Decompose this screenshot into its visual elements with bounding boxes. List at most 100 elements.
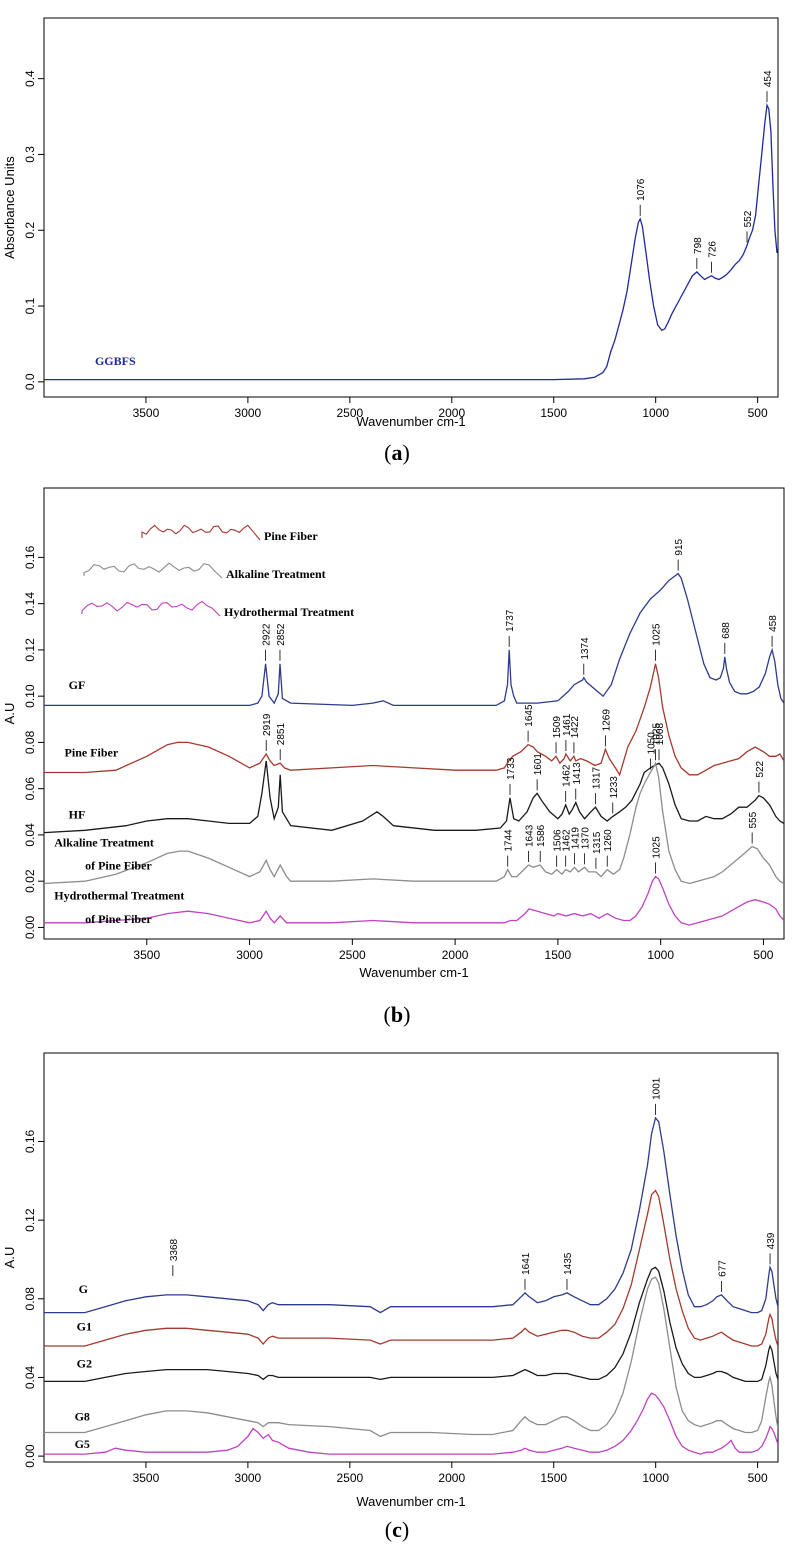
x-axis-label: Wavenumber cm-1: [359, 965, 468, 980]
peak-label: 552: [743, 210, 754, 227]
series-label: G2: [77, 1357, 92, 1371]
peak-label: 1461: [562, 713, 573, 736]
legend-swatch: [141, 524, 261, 541]
panel-c: 3500 3000 2500 2000 1500 1000 500 0.00 0.04 0.08 0…: [0, 1040, 794, 1557]
peak-label: 555: [748, 811, 759, 828]
peak-label: 1370: [581, 827, 592, 850]
peak-label: 1050: [646, 732, 657, 755]
peak-label: 1233: [609, 776, 620, 799]
legend-swatch: [81, 600, 221, 617]
peak-label: 677: [718, 1260, 729, 1277]
x-tick-label: 1500: [545, 948, 572, 962]
peak-label: 688: [721, 622, 732, 639]
series-label: of Pine Fiber: [85, 859, 152, 873]
peak-label: 2852: [276, 623, 287, 646]
x-tick-label: 2500: [336, 1471, 363, 1485]
peak-label: 1025: [652, 836, 663, 859]
y-tick-label: 0.08: [23, 1287, 37, 1311]
plot-frame: [43, 487, 785, 940]
series-label: GF: [69, 678, 86, 692]
series-line-pine-fiber: [44, 663, 784, 777]
x-tick-label: 3500: [133, 1471, 160, 1485]
peak-label: 726: [708, 241, 719, 258]
peak-label: 1641: [521, 1252, 532, 1275]
peak-label: 1260: [603, 829, 614, 852]
peak-label: 1315: [592, 831, 603, 854]
x-tick-label: 2500: [339, 948, 366, 962]
x-tick-label: 3000: [235, 1471, 262, 1485]
peak-label: 1462: [562, 829, 573, 852]
peak-label: 1422: [570, 716, 581, 739]
peak-label: 1744: [504, 829, 515, 852]
peak-label: 1435: [563, 1252, 574, 1275]
y-tick-label: 0.14: [23, 592, 37, 616]
x-tick-label: 3500: [133, 948, 160, 962]
peak-label: 1509: [552, 716, 563, 739]
peak-label: 2922: [262, 623, 273, 646]
y-tick-label: 0.06: [23, 777, 37, 801]
peak-label: 1419: [571, 827, 582, 850]
caption-b: (b): [383, 1002, 411, 1027]
x-tick-label: 1000: [647, 948, 674, 962]
series-line-g1: [44, 1189, 778, 1347]
x-tick-label: 1000: [642, 406, 669, 420]
peak-label: 1737: [505, 609, 516, 632]
peak-label: 1025: [652, 723, 663, 746]
y-tick-label: 0.04: [23, 1365, 37, 1389]
series-line-gf: [44, 572, 784, 707]
y-tick-label: 0.00: [23, 915, 37, 939]
series-line-g5: [44, 1392, 778, 1455]
peak-label: 1643: [524, 824, 535, 847]
chart-a: 3500 3000 2500 2000 1500 1000 500 0.0 0.1 0.2 0.3 0…: [2, 17, 779, 429]
peak-label: 1462: [562, 764, 573, 787]
series-line-hf: [44, 760, 784, 834]
peak-label: 1076: [636, 178, 647, 201]
peak-label: 1008: [655, 723, 666, 746]
y-tick-label: 0.3: [23, 146, 37, 163]
peak-label: 1374: [580, 637, 591, 660]
x-tick-label: 3000: [236, 948, 263, 962]
series-label: Alkaline Treatment: [54, 835, 154, 849]
peak-label: 2919: [262, 713, 273, 736]
series-label: G1: [77, 1319, 92, 1333]
y-axis-label: A.U: [2, 703, 17, 725]
panel-b: 3500 3000 2500 2000 1500 1000 500 0.00 0.02 0.04 0…: [0, 480, 794, 1040]
series-line-alkaline-treatment-of-pine-fiber: [44, 761, 784, 885]
peak-label: 439: [766, 1232, 777, 1249]
y-tick-label: 0.12: [23, 1208, 37, 1232]
y-tick-label: 0.16: [23, 1129, 37, 1153]
y-tick-label: 0.16: [23, 545, 37, 569]
peak-label: 1025: [652, 623, 663, 646]
legend-label: Alkaline Treatment: [226, 567, 326, 581]
peak-label: 3368: [169, 1238, 180, 1261]
x-tick-label: 500: [748, 406, 768, 420]
y-axis-label: A.U: [2, 1247, 17, 1269]
series-line-g2: [44, 1266, 778, 1383]
x-tick-label: 1000: [642, 1471, 669, 1485]
series-label: G8: [75, 1410, 90, 1424]
y-tick-label: 0.0: [23, 373, 37, 390]
y-tick-label: 0.1: [23, 297, 37, 314]
x-tick-label: 500: [753, 948, 773, 962]
caption-c: (c): [384, 1517, 410, 1542]
peak-label: 458: [768, 615, 779, 632]
y-tick-label: 0.02: [23, 869, 37, 893]
plot-frame: [43, 17, 779, 398]
peak-label: 1269: [601, 709, 612, 732]
x-tick-label: 2500: [336, 406, 363, 420]
legend-swatch: [83, 562, 223, 579]
y-tick-label: 0.4: [23, 70, 37, 87]
x-tick-label: 3500: [133, 406, 160, 420]
peak-label: 1586: [536, 824, 547, 847]
series-line-ggbfs: [44, 102, 778, 381]
series-line-g8: [44, 1276, 778, 1438]
series-label: G: [79, 1282, 88, 1296]
peak-label: 1645: [524, 704, 535, 727]
x-tick-label: 2000: [438, 406, 465, 420]
peak-label: 1733: [506, 757, 517, 780]
chart-b: 3500 3000 2500 2000 1500 1000 500 0.00 0.02 0.04 0…: [2, 487, 785, 980]
y-axis-label: Absorbance Units: [2, 156, 17, 259]
x-tick-label: 1500: [540, 1471, 567, 1485]
x-tick-label: 3000: [235, 406, 262, 420]
legend-label: Hydrothermal Treatment: [224, 605, 354, 619]
